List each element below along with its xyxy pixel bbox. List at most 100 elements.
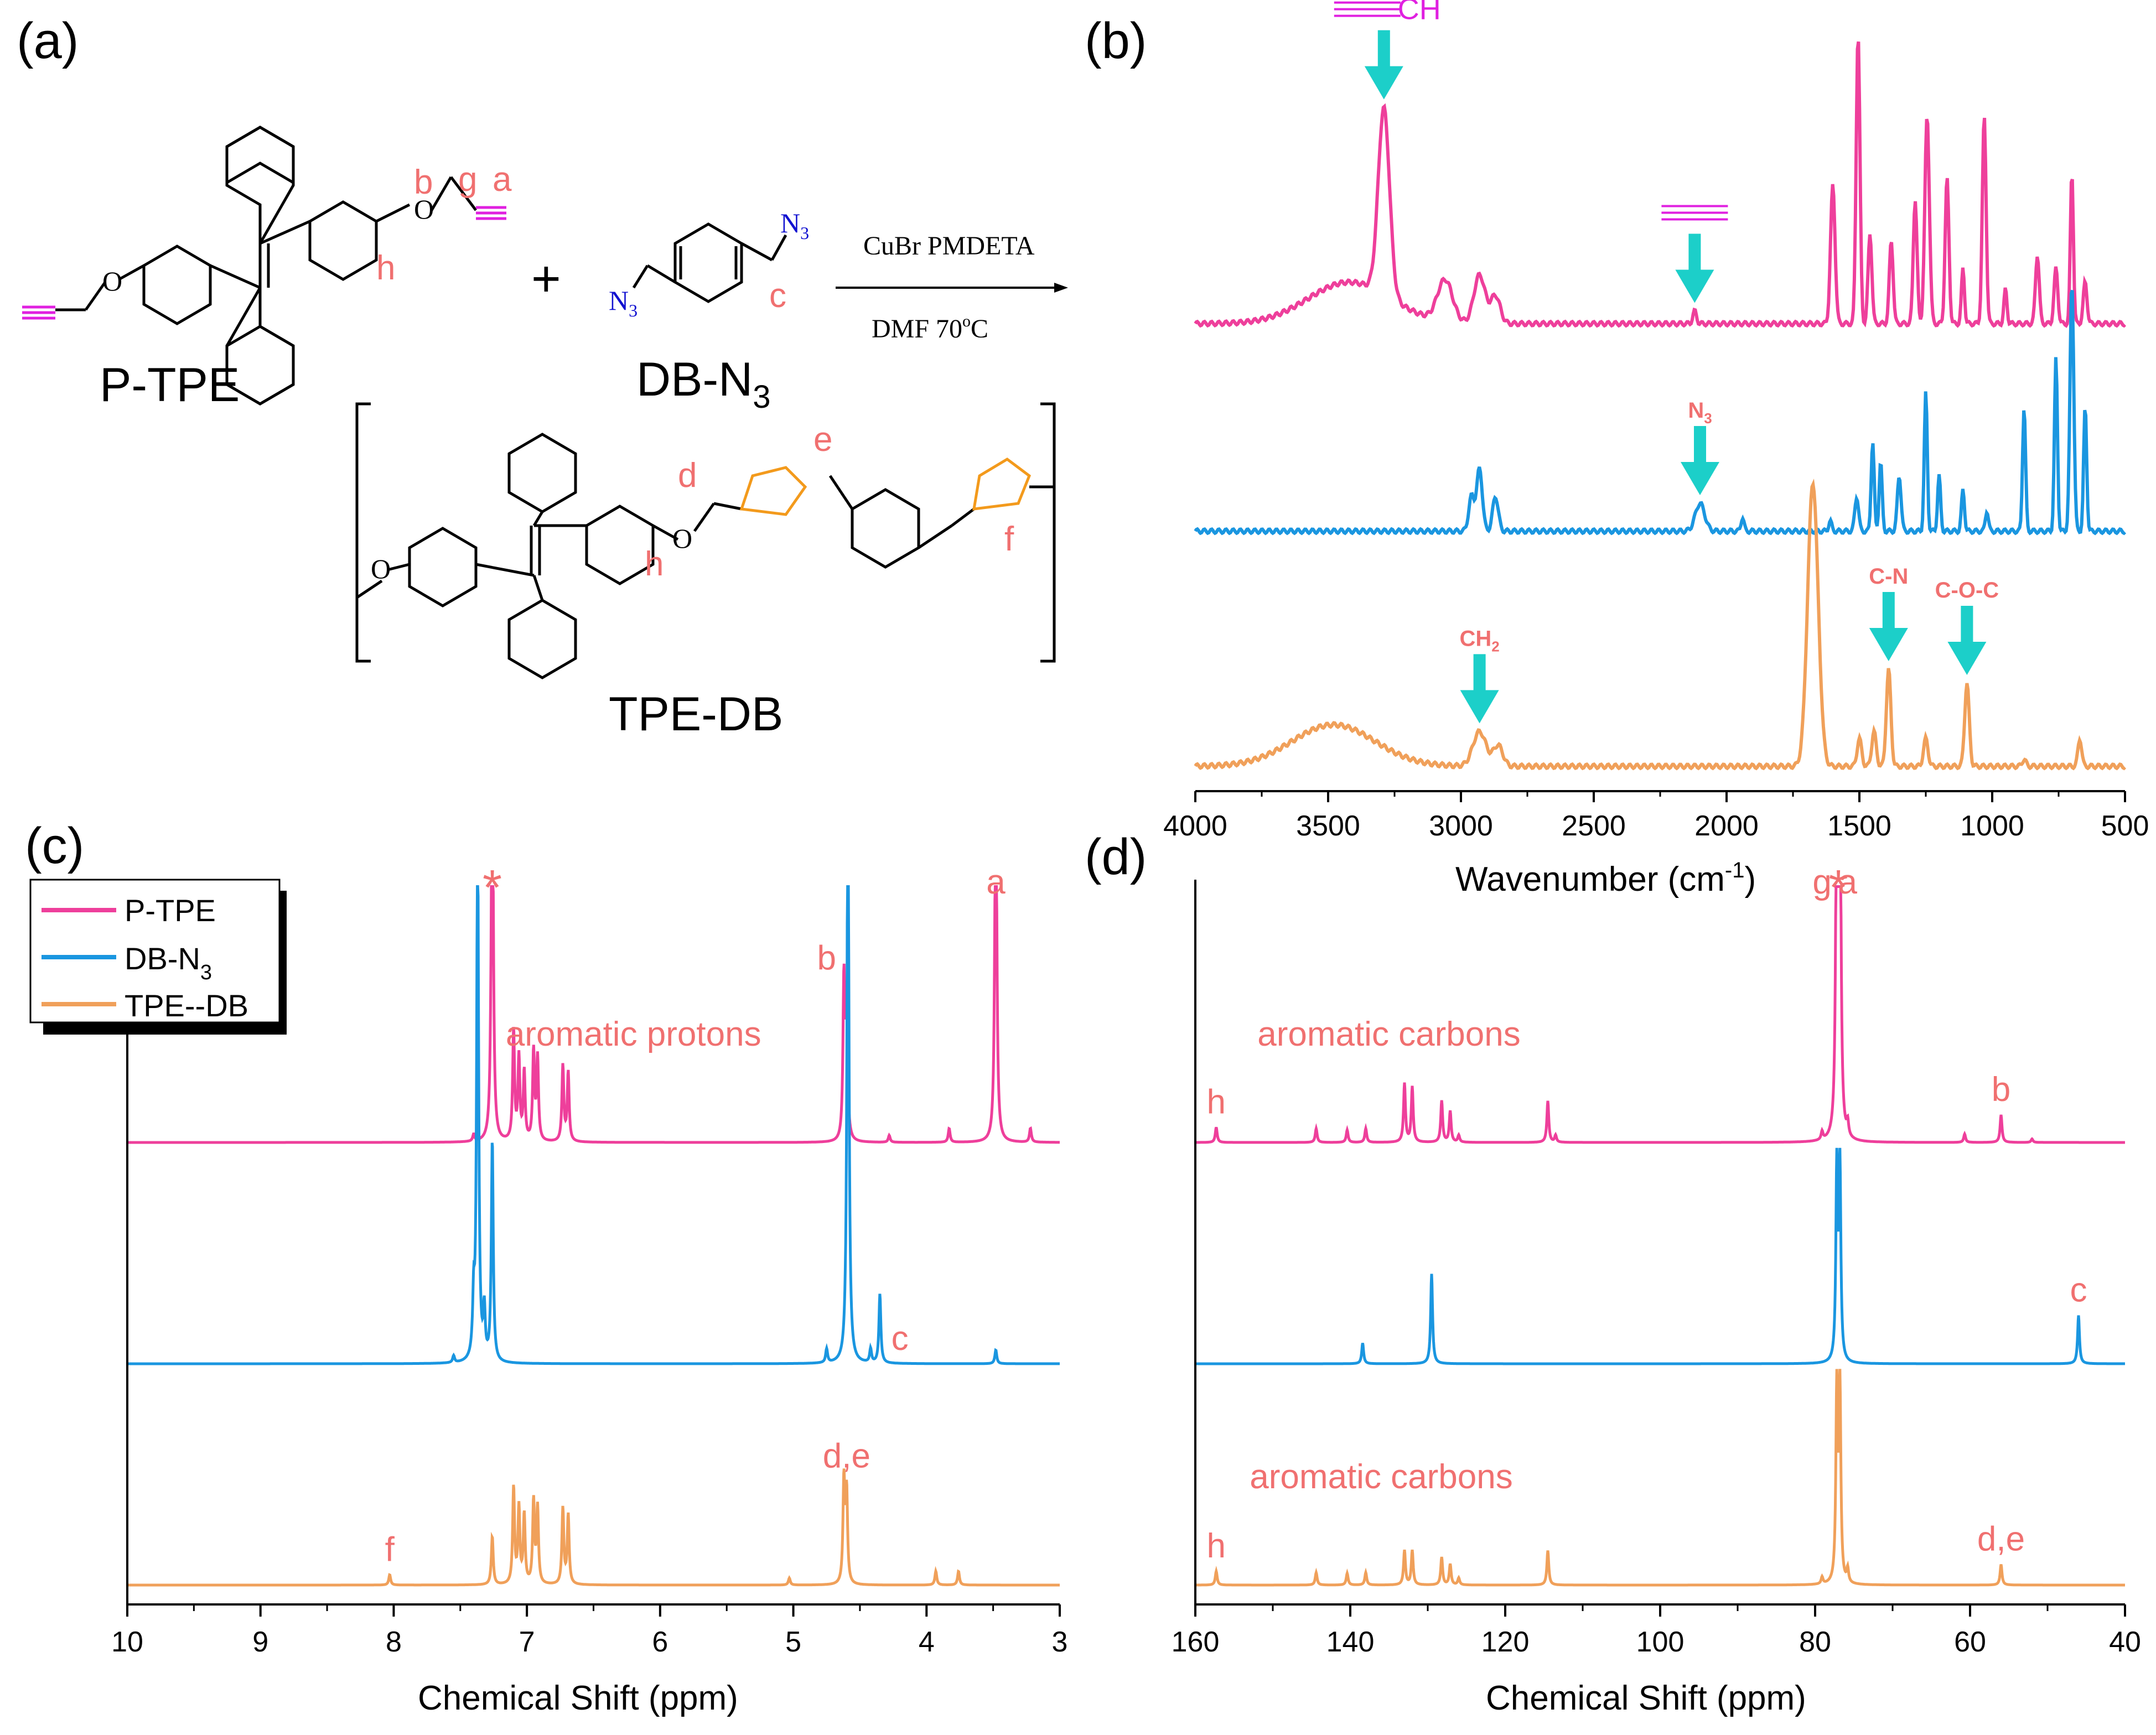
p-tpe-structure bbox=[55, 126, 477, 406]
tpe-db-name: TPE-DB bbox=[609, 688, 783, 741]
tpe-db-oxygen-left: O bbox=[371, 553, 391, 584]
c-nmr-series-db-n3 bbox=[127, 885, 1060, 1365]
legend-label-db-n3: DB-N3 bbox=[125, 941, 212, 984]
h-nmr-plot-area bbox=[127, 885, 1060, 1587]
p-tpe-oxygen-right: O bbox=[414, 194, 434, 225]
alkyne-symbol-icon bbox=[1334, 1, 1401, 17]
c-nmr-tick-label: 4 bbox=[919, 1626, 935, 1658]
panel-label-d: (d) bbox=[1085, 829, 1147, 885]
c-nmr-tick-label: 10 bbox=[111, 1626, 143, 1658]
tpe-db-backbone bbox=[356, 433, 1054, 679]
d-nmr-annotation: c bbox=[2070, 1271, 2087, 1310]
ftir-annotation-arrow bbox=[1675, 233, 1714, 303]
ftir-annotation-arrow bbox=[1460, 654, 1499, 724]
ftir-tick-label: 4000 bbox=[1163, 810, 1227, 842]
c-nmr-tick-label: 5 bbox=[785, 1626, 801, 1658]
ftir-annotation-label: CH2 bbox=[1459, 626, 1499, 654]
c-nmr-annotation: a bbox=[986, 863, 1006, 901]
p-tpe-oxygen-left: O bbox=[102, 266, 122, 297]
ftir-tick-label: 2000 bbox=[1694, 810, 1759, 842]
c-nmr-series-p-tpe bbox=[127, 885, 1060, 1144]
site-label-d-tpedb: d bbox=[678, 456, 697, 495]
d-nmr-series-db-n3 bbox=[1195, 1147, 2125, 1365]
legend-label-tpe-db: TPE--DB bbox=[125, 988, 248, 1023]
ftir-tick-label: 1000 bbox=[1960, 810, 2024, 842]
d-solvent-star: * bbox=[1828, 860, 1848, 916]
ftir-annotation-arrow bbox=[1681, 426, 1719, 495]
c-nmr-tick-label: 9 bbox=[252, 1626, 268, 1658]
ftir-series-p-tpe bbox=[1194, 41, 2127, 328]
p-tpe-alkynes bbox=[22, 206, 506, 320]
d-nmr-annotation: h bbox=[1207, 1083, 1226, 1121]
ftir-annotations: CH N3 CH2 C-N C-O-C bbox=[1334, 0, 1999, 724]
p-tpe-name: P-TPE bbox=[100, 359, 240, 412]
db-n3-azide-left: N3 bbox=[609, 285, 638, 320]
site-label-a-ptpe: a bbox=[493, 160, 512, 199]
panel-b-ftir: (b) 4000 3500 3000 2500 2000 1500 1000 500 Wave… bbox=[1085, 0, 2149, 898]
c-solvent-star: * bbox=[483, 860, 502, 916]
c-nmr-annotation: d,e bbox=[823, 1437, 870, 1476]
h-nmr-x-ticks: 10 9 8 7 6 5 4 3 bbox=[111, 1604, 1067, 1658]
panel-d-c-nmr: (d) 160 140 120 100 80 60 40 Chemical Shift (p… bbox=[1085, 829, 2141, 1717]
panel-label-c: (c) bbox=[25, 818, 84, 874]
d-nmr-annotation: d,e bbox=[1977, 1520, 2025, 1559]
tpe-db-triazoles bbox=[739, 457, 1032, 516]
site-label-c-dbn3: c bbox=[769, 277, 786, 315]
panel-a-scheme: (a) bbox=[17, 13, 1068, 741]
db-n3-azide-right: N3 bbox=[780, 207, 809, 243]
c-nmr-series-tpe--db bbox=[127, 1468, 1060, 1587]
site-label-h-tpedb: h bbox=[645, 545, 664, 583]
h-nmr-x-axis-label: Chemical Shift (ppm) bbox=[418, 1679, 738, 1717]
ftir-annotation-label: C-O-C bbox=[1935, 578, 1999, 602]
tpe-db-oxygen-right: O bbox=[672, 523, 692, 554]
d-nmr-annotation: h bbox=[1207, 1527, 1226, 1565]
site-label-f-tpedb: f bbox=[1004, 520, 1014, 558]
h-nmr-legend: P-TPE DB-N3 TPE--DB bbox=[29, 879, 287, 1035]
d-nmr-tick-label: 40 bbox=[2109, 1626, 2141, 1658]
c-nmr-annotation: c bbox=[892, 1320, 909, 1358]
panel-label-a: (a) bbox=[17, 13, 79, 69]
d-nmr-annotation: aromatic carbons bbox=[1250, 1458, 1513, 1496]
c-nmr-x-axis-label: Chemical Shift (ppm) bbox=[1486, 1679, 1806, 1717]
d-nmr-annotation: g bbox=[1812, 863, 1831, 901]
plus-sign: + bbox=[531, 251, 561, 307]
ftir-annotation-label: N3 bbox=[1688, 398, 1712, 427]
ftir-x-ticks: 4000 3500 3000 2500 2000 1500 1000 500 bbox=[1163, 791, 2149, 842]
ftir-series-db-n3 bbox=[1194, 289, 2127, 536]
c-nmr-tick-label: 3 bbox=[1052, 1626, 1068, 1658]
ftir-tick-label: 500 bbox=[2101, 810, 2149, 842]
ftir-annotation-arrow bbox=[1869, 592, 1908, 661]
c-nmr-annotation: aromatic protons bbox=[506, 1015, 761, 1053]
ftir-tick-label: 3500 bbox=[1296, 810, 1360, 842]
ftir-tick-label: 2500 bbox=[1562, 810, 1626, 842]
ftir-annotation-label: CH bbox=[1398, 0, 1441, 26]
panel-c-h-nmr: (c) 10 9 8 7 6 5 4 3 Chemical Shift (ppm) * arom… bbox=[25, 818, 1067, 1717]
d-nmr-annotation: a bbox=[1838, 863, 1858, 901]
ftir-plot-area bbox=[1194, 41, 2127, 771]
d-nmr-tick-label: 160 bbox=[1172, 1626, 1220, 1658]
site-label-g-ptpe: g bbox=[458, 160, 477, 199]
c-nmr-annotation: b bbox=[817, 939, 836, 978]
tpe-db-brackets bbox=[355, 402, 1056, 663]
reaction-conditions-bottom: DMF 70oC bbox=[872, 312, 988, 344]
d-nmr-tick-label: 120 bbox=[1481, 1626, 1530, 1658]
d-nmr-annotation: aromatic carbons bbox=[1257, 1015, 1521, 1053]
c-nmr-tick-label: 6 bbox=[652, 1626, 668, 1658]
c-nmr-annotations: * aromatic carbons h g a b c h aromatic carbons d… bbox=[1207, 860, 2087, 1565]
d-nmr-series-tpe--db bbox=[1195, 1369, 2125, 1587]
ftir-x-axis-label: Wavenumber (cm-1) bbox=[1455, 858, 1756, 898]
c-nmr-x-ticks: 160 140 120 100 80 60 40 bbox=[1172, 1604, 2141, 1658]
ftir-tick-label: 1500 bbox=[1827, 810, 1891, 842]
panel-label-b: (b) bbox=[1085, 13, 1147, 69]
h-nmr-annotations: * aromatic protons a b c d,e f bbox=[385, 860, 1006, 1568]
d-nmr-tick-label: 80 bbox=[1799, 1626, 1831, 1658]
site-label-b-ptpe: b bbox=[414, 163, 433, 201]
site-label-h-ptpe: h bbox=[376, 249, 395, 287]
c-nmr-tick-label: 8 bbox=[386, 1626, 402, 1658]
ftir-annotation-label: C-N bbox=[1869, 564, 1908, 589]
legend-label-p-tpe: P-TPE bbox=[125, 893, 216, 928]
d-nmr-tick-label: 140 bbox=[1326, 1626, 1375, 1658]
reaction-conditions-top: CuBr PMDETA bbox=[863, 231, 1035, 261]
c-nmr-tick-label: 7 bbox=[519, 1626, 535, 1658]
